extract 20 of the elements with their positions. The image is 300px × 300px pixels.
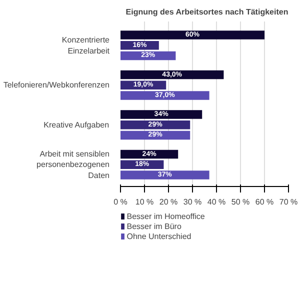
legend-label: Ohne Unterschied — [126, 232, 192, 241]
x-tick-label: 10 % — [135, 198, 154, 206]
x-tick-label: 30 % — [183, 198, 202, 206]
x-tick-label: 20 % — [159, 198, 178, 206]
y-tick-label: Telefonieren/Webkonferenzen — [3, 80, 110, 90]
chart-title: Eignung des Arbeitsortes nach Tätigkeiten — [126, 8, 288, 16]
bar — [120, 91, 210, 100]
x-tick-label: 50 % — [231, 198, 250, 206]
bar — [120, 110, 202, 119]
x-tick-label: 60 % — [255, 198, 274, 206]
y-tick-label: Kreative Aufgaben — [44, 120, 110, 130]
bar — [120, 170, 210, 180]
bar — [120, 30, 264, 40]
legend-label: Besser im Büro — [126, 222, 182, 231]
x-tick-label: 40 % — [207, 198, 226, 206]
y-tick-label: Arbeit mit sensiblen personenbezogenen Daten — [36, 149, 110, 180]
y-tick-label: Konzentrierte Einzelarbeit — [62, 35, 110, 56]
legend-label: Besser im Homeoffice — [126, 212, 206, 221]
x-tick-label: 0 % — [114, 198, 128, 206]
x-tick-label: 70 % — [279, 198, 298, 206]
